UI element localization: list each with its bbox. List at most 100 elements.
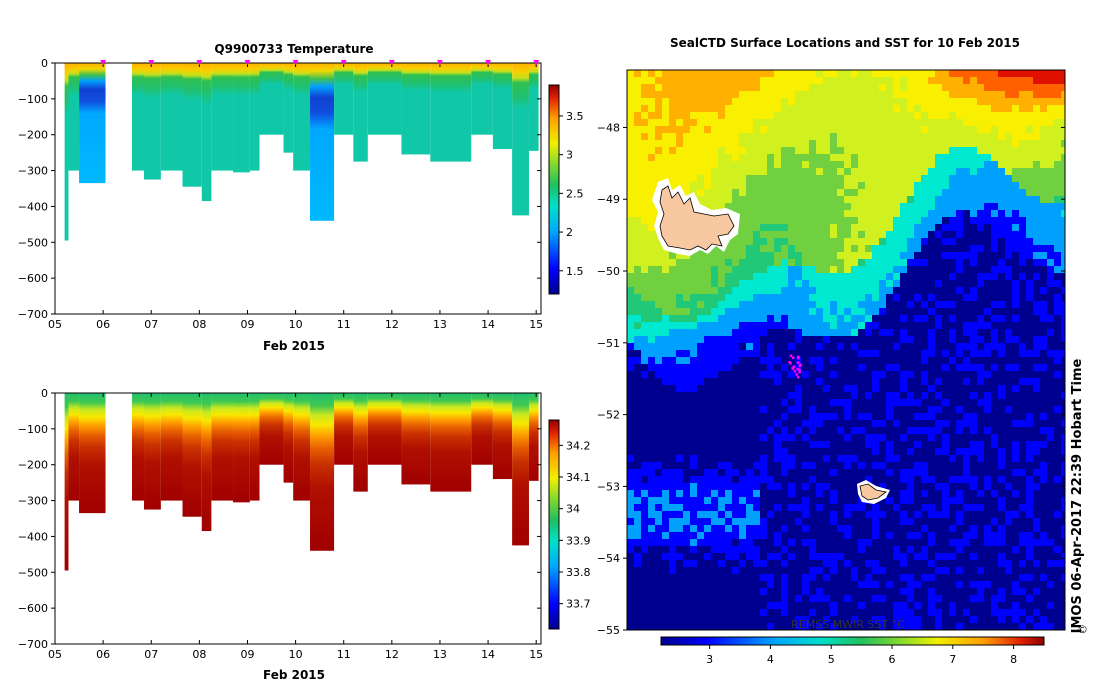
sst-cell bbox=[886, 420, 894, 428]
sst-cell bbox=[928, 119, 936, 127]
sst-cell bbox=[816, 245, 824, 253]
sst-cell bbox=[914, 245, 922, 253]
sst-cell bbox=[669, 91, 677, 99]
sst-cell bbox=[998, 490, 1006, 498]
sst-cell bbox=[802, 175, 810, 183]
sst-cell bbox=[627, 336, 635, 344]
sst-cell bbox=[767, 105, 775, 113]
sst-cell bbox=[767, 420, 775, 428]
sst-cell bbox=[935, 406, 943, 414]
sst-cell bbox=[970, 441, 978, 449]
sst-cell bbox=[718, 273, 726, 281]
colorbar-tick-label: 33.7 bbox=[566, 598, 591, 611]
sst-cell bbox=[760, 252, 768, 260]
sst-cell bbox=[648, 259, 656, 267]
sst-cell bbox=[641, 154, 649, 162]
sst-cell bbox=[788, 371, 796, 379]
sst-cell bbox=[781, 336, 789, 344]
sst-cell bbox=[795, 420, 803, 428]
sst-cell bbox=[774, 490, 782, 498]
sst-cell bbox=[809, 154, 817, 162]
sst-cell bbox=[991, 567, 999, 575]
sst-cell bbox=[1026, 238, 1034, 246]
y-tick-label: 0 bbox=[41, 387, 48, 400]
sst-cell bbox=[774, 364, 782, 372]
sst-cell bbox=[648, 469, 656, 477]
sst-cell bbox=[1005, 308, 1013, 316]
sst-cell bbox=[872, 469, 880, 477]
sst-cell bbox=[697, 567, 705, 575]
sst-cell bbox=[907, 532, 915, 540]
sst-cell bbox=[683, 497, 691, 505]
sst-cell bbox=[1019, 399, 1027, 407]
sst-cell bbox=[1054, 399, 1062, 407]
sst-cell bbox=[648, 525, 656, 533]
sst-cell bbox=[683, 441, 691, 449]
sst-cell bbox=[753, 301, 761, 309]
sst-cell bbox=[662, 595, 670, 603]
sst-cell bbox=[865, 287, 873, 295]
sst-cell bbox=[739, 364, 747, 372]
sst-cell bbox=[627, 434, 635, 442]
sst-cell bbox=[725, 595, 733, 603]
sst-cell bbox=[921, 280, 929, 288]
sst-cell bbox=[704, 105, 712, 113]
sst-cell bbox=[627, 497, 635, 505]
sst-cell bbox=[935, 560, 943, 568]
sst-cell bbox=[837, 455, 845, 463]
sst-cell bbox=[627, 266, 635, 274]
sst-cell bbox=[830, 140, 838, 148]
sst-cell bbox=[858, 294, 866, 302]
sst-cell bbox=[704, 413, 712, 421]
sst-cell bbox=[872, 196, 880, 204]
sst-cell bbox=[998, 224, 1006, 232]
sst-cell bbox=[830, 406, 838, 414]
sst-cell bbox=[690, 105, 698, 113]
sst-cell bbox=[795, 231, 803, 239]
sst-cell bbox=[865, 70, 873, 78]
sst-cell bbox=[634, 210, 642, 218]
sst-cell bbox=[669, 301, 677, 309]
sst-cell bbox=[725, 455, 733, 463]
sst-cell bbox=[676, 539, 684, 547]
sst-cell bbox=[858, 98, 866, 106]
sst-cell bbox=[879, 259, 887, 267]
sst-cell bbox=[725, 91, 733, 99]
sst-cell bbox=[1033, 441, 1041, 449]
sst-cell bbox=[732, 343, 740, 351]
sst-cell bbox=[872, 189, 880, 197]
sst-cell bbox=[781, 483, 789, 491]
sst-cell bbox=[942, 490, 950, 498]
sst-cell bbox=[1012, 595, 1020, 603]
sst-cell bbox=[851, 511, 859, 519]
salinity-profile-11 bbox=[259, 393, 284, 465]
sst-cell bbox=[641, 406, 649, 414]
sst-cell bbox=[641, 294, 649, 302]
sst-cell bbox=[984, 476, 992, 484]
sst-cell bbox=[886, 364, 894, 372]
sst-cell bbox=[970, 196, 978, 204]
sst-cell bbox=[844, 259, 852, 267]
sst-cell bbox=[942, 294, 950, 302]
sst-cell bbox=[984, 434, 992, 442]
sst-cell bbox=[942, 175, 950, 183]
sst-cell bbox=[928, 315, 936, 323]
sst-cell bbox=[865, 455, 873, 463]
sst-cell bbox=[998, 252, 1006, 260]
sst-cell bbox=[718, 448, 726, 456]
sst-cell bbox=[816, 210, 824, 218]
sst-cell bbox=[1026, 252, 1034, 260]
sst-cell bbox=[774, 413, 782, 421]
sst-cell bbox=[1054, 490, 1062, 498]
sst-cell bbox=[872, 112, 880, 120]
sst-cell bbox=[697, 378, 705, 386]
sst-cell bbox=[1019, 189, 1027, 197]
sst-cell bbox=[1026, 476, 1034, 484]
sst-cell bbox=[676, 322, 684, 330]
sst-cell bbox=[1061, 70, 1065, 78]
sst-cell bbox=[746, 301, 754, 309]
sst-cell bbox=[781, 413, 789, 421]
sst-cell bbox=[900, 175, 908, 183]
sst-cell bbox=[984, 210, 992, 218]
sst-cell bbox=[627, 217, 635, 225]
